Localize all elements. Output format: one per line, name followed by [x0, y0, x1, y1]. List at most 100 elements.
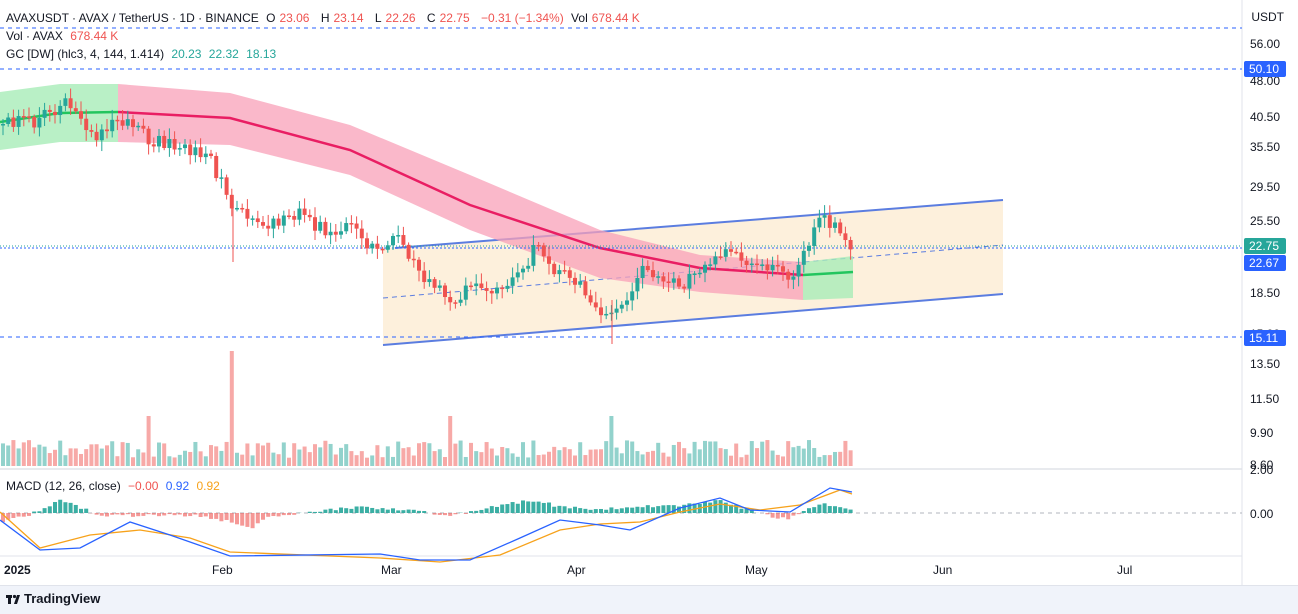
tradingview-logo[interactable]: TradingView	[6, 591, 100, 606]
volume-bar	[521, 442, 525, 466]
volume-bar	[422, 442, 427, 466]
macd-hist-bar	[333, 510, 338, 513]
candle-body	[443, 285, 447, 298]
price-tick: 29.50	[1250, 180, 1280, 194]
macd-hist-bar	[656, 506, 661, 513]
close-value: 22.75	[439, 11, 470, 25]
volume-bar	[801, 448, 806, 466]
candle-body	[380, 248, 385, 251]
macd-hist-bar	[370, 507, 375, 513]
macd-hist-bar	[489, 506, 494, 513]
macd-hist-bar	[807, 508, 811, 513]
volume-bar	[6, 445, 11, 466]
candle-body	[110, 119, 115, 132]
macd-hist-bar	[687, 503, 692, 513]
macd-hist-bar	[443, 513, 447, 516]
macd-hist-bar	[359, 506, 364, 513]
macd-hist-bar	[401, 510, 406, 513]
macd-hist-bar	[99, 513, 104, 516]
macd-histogram	[1, 499, 853, 529]
candle-body	[11, 117, 16, 127]
volume-bar	[526, 457, 531, 466]
macd-hist-bar	[495, 506, 499, 513]
macd-line	[0, 487, 853, 561]
candle-body	[177, 148, 182, 150]
footer-bar: TradingView	[0, 585, 1298, 614]
volume-bar	[198, 451, 203, 466]
volume-bar	[781, 456, 785, 466]
macd-hist-bar	[801, 510, 806, 513]
gc-value-2: 22.32	[208, 47, 239, 61]
candle-body	[79, 111, 83, 119]
macd-hist-bar	[463, 513, 468, 514]
candle-body	[120, 120, 125, 126]
price-badge-22-75: 22.75	[1244, 238, 1286, 254]
candle-body	[718, 256, 723, 258]
volume-bar	[630, 441, 635, 466]
volume-bar	[703, 440, 707, 466]
volume-bar	[848, 450, 853, 466]
candle-body	[240, 207, 245, 210]
time-label-may: May	[745, 563, 768, 577]
macd-hist-bar	[240, 513, 245, 526]
candle-body	[125, 119, 130, 126]
volume-bar	[84, 449, 89, 466]
symbol-title[interactable]: AVAXUSDT · AVAX / TetherUS · 1D · BINANC…	[6, 11, 259, 25]
macd-hist-bar	[536, 501, 541, 513]
gc-legend[interactable]: GC [DW] (hlc3, 4, 144, 1.414) 20.23 22.3…	[6, 46, 280, 62]
candle-body	[562, 270, 567, 272]
macd-hist-bar	[671, 505, 676, 513]
macd-hist-bar	[417, 510, 421, 513]
macd-hist-bar	[53, 502, 57, 513]
volume-bar	[583, 455, 588, 466]
macd-hist-bar	[786, 513, 791, 520]
volume-bar	[396, 441, 401, 466]
change-value: −0.31 (−1.34%)	[480, 11, 564, 25]
volume-bar	[609, 416, 614, 466]
volume-bar	[58, 440, 63, 466]
candle-body	[604, 313, 609, 316]
macd-hist-bar	[354, 506, 359, 513]
volume-bar	[536, 455, 541, 466]
candle-body	[833, 222, 837, 228]
candle-body	[188, 144, 193, 156]
volume-bar	[531, 440, 536, 466]
macd-hist-bar	[344, 508, 349, 513]
macd-hist-bar	[328, 508, 333, 513]
volume-bar	[203, 456, 208, 466]
macd-hist-bar	[723, 502, 728, 513]
macd-hist-bar	[11, 513, 16, 518]
macd-hist-bar	[37, 511, 42, 513]
macd-legend[interactable]: MACD (12, 26, close) −0.00 0.92 0.92	[6, 478, 224, 494]
volume-bar	[401, 448, 406, 466]
macd-hist-bar	[635, 506, 640, 513]
macd-hist-bar	[120, 513, 125, 516]
macd-hist-bar	[505, 504, 510, 513]
candle-body	[547, 256, 551, 264]
volume-bar	[323, 440, 328, 466]
macd-hist-bar	[734, 504, 739, 513]
candle-body	[521, 268, 525, 273]
macd-hist-bar	[479, 509, 484, 513]
volume-bar	[843, 440, 848, 466]
candle-body	[827, 215, 832, 228]
volume-bar	[443, 457, 447, 466]
macd-hist-bar	[385, 509, 390, 513]
macd-hist-bar	[791, 513, 796, 516]
candle-body	[131, 119, 135, 128]
price-tick: 8.60	[1250, 458, 1274, 472]
volume-bar	[562, 447, 567, 466]
volume-bar	[167, 456, 172, 466]
candle-body	[422, 270, 427, 283]
volume-bar	[219, 450, 224, 466]
candle-body	[552, 263, 557, 275]
macd-hist-bar	[474, 510, 479, 513]
candle-body	[541, 245, 546, 257]
volume-bar	[474, 451, 479, 466]
macd-hist-bar	[739, 508, 744, 513]
candle-body	[141, 125, 146, 129]
volume-bar	[547, 451, 551, 466]
volume-legend[interactable]: Vol · AVAX 678.44 K	[6, 28, 122, 44]
volume-bar	[484, 442, 489, 466]
